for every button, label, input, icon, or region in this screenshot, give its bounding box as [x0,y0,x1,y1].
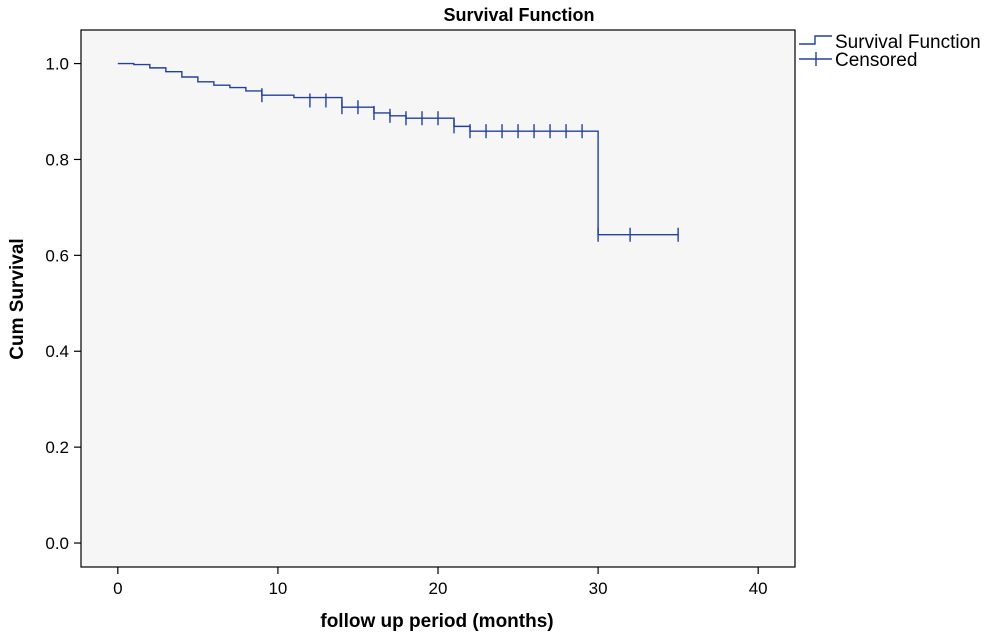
y-tick-label: 0.4 [45,342,69,361]
chart-title: Survival Function [443,5,594,25]
y-axis: 0.0 0.2 0.4 0.6 0.8 1.0 [45,55,81,553]
y-axis-title: Cum Survival [7,238,28,359]
legend-censored-icon [799,52,832,66]
legend: Survival Function Censored [799,32,981,71]
legend-survival-function-icon [799,35,832,45]
y-tick-label: 0.0 [45,534,69,553]
y-tick-label: 1.0 [45,55,69,74]
y-tick-label: 0.2 [45,438,69,457]
x-tick-label: 20 [429,579,448,598]
legend-survival-function-label: Survival Function [835,32,981,53]
x-tick-label: 30 [589,579,608,598]
x-axis-title: follow up period (months) [320,611,553,632]
x-axis: 0 10 20 30 40 [113,567,768,598]
plot-area [80,29,796,568]
y-tick-label: 0.8 [45,150,69,169]
x-tick-label: 10 [268,579,287,598]
x-tick-label: 0 [113,579,122,598]
series-layer [117,62,679,242]
x-tick-label: 40 [749,579,768,598]
y-tick-label: 0.6 [45,246,69,265]
legend-censored-label: Censored [835,50,917,71]
